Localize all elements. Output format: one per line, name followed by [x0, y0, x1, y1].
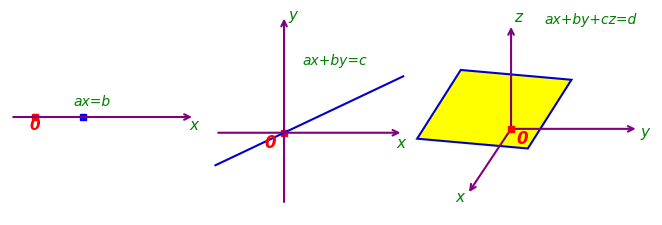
Text: x: x [455, 191, 465, 205]
Text: ax+by=c: ax+by=c [302, 54, 367, 68]
Text: 0: 0 [516, 130, 528, 148]
Text: y: y [640, 125, 649, 140]
Text: 0: 0 [264, 135, 276, 153]
Text: 0: 0 [30, 118, 40, 133]
Text: ax+by+cz=d: ax+by+cz=d [545, 13, 637, 27]
Text: x: x [396, 137, 405, 151]
Text: ax=b: ax=b [74, 95, 111, 109]
Text: z: z [514, 11, 522, 25]
Text: y: y [289, 8, 297, 23]
Text: x: x [189, 118, 198, 133]
Polygon shape [417, 70, 571, 148]
